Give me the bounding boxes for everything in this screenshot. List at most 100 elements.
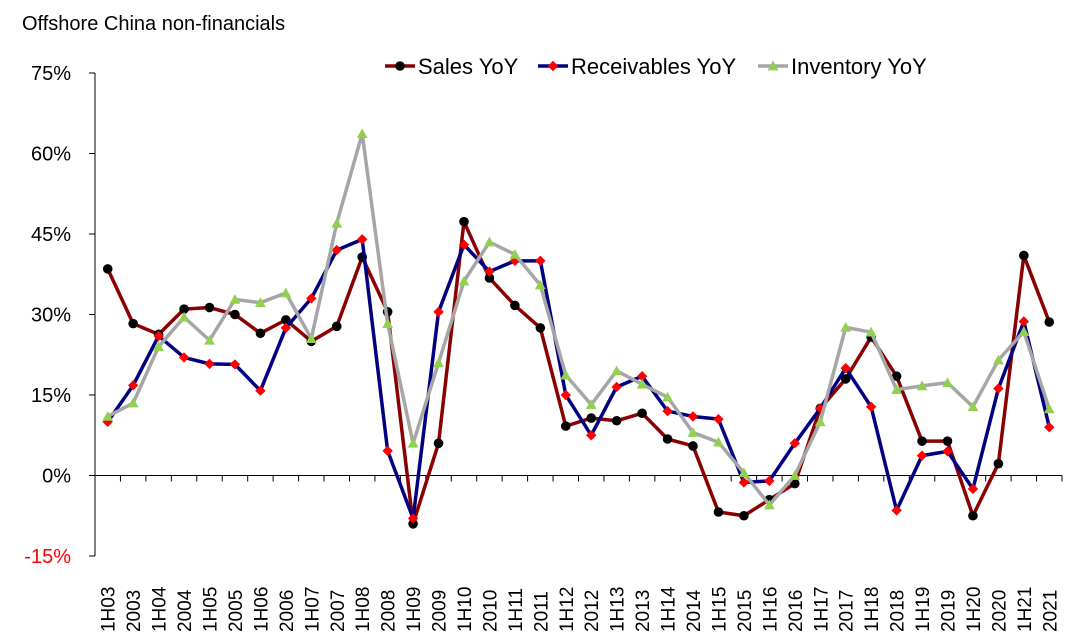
data-point — [764, 475, 775, 487]
data-point — [840, 362, 851, 374]
data-point — [102, 411, 114, 421]
x-tick-label: 1H11 — [506, 588, 527, 632]
legend-label: Sales YoY — [418, 54, 519, 79]
legend-label: Inventory YoY — [791, 54, 927, 79]
data-point — [662, 405, 673, 417]
y-tick-label: 45% — [31, 224, 71, 246]
data-point — [636, 378, 648, 389]
data-point — [891, 371, 902, 382]
data-point — [662, 391, 673, 402]
data-point — [306, 293, 317, 304]
data-point — [942, 446, 953, 457]
legend-marker — [547, 60, 559, 72]
data-point — [763, 499, 775, 510]
data-point — [484, 266, 495, 277]
x-tick-label: 1H12 — [557, 587, 578, 632]
x-tick-label: 2013 — [633, 590, 654, 632]
data-point — [738, 467, 750, 478]
data-point — [458, 275, 470, 286]
data-point — [178, 311, 190, 322]
data-point — [179, 304, 189, 314]
x-tick-label: 2009 — [430, 590, 451, 632]
data-point — [128, 318, 138, 329]
data-point — [102, 264, 113, 274]
x-tick-label: 2021 — [1040, 590, 1061, 632]
data-point — [433, 306, 444, 318]
data-point — [968, 510, 978, 521]
data-point — [535, 323, 546, 333]
data-point — [967, 483, 979, 495]
x-tick-label: 1H03 — [99, 587, 120, 632]
y-tick-label: 30% — [31, 305, 71, 327]
data-point — [942, 377, 953, 387]
data-point — [637, 408, 647, 419]
data-point — [585, 399, 597, 409]
legend: Sales YoY Receivables YoY Inventory YoY — [385, 54, 927, 79]
data-point — [840, 374, 851, 384]
x-tick-label: 1H10 — [455, 587, 476, 632]
data-point — [713, 413, 724, 425]
x-tick-label: 1H18 — [862, 587, 883, 632]
x-tick-label: 1H17 — [811, 587, 832, 632]
data-point — [865, 401, 877, 413]
data-point — [687, 411, 699, 422]
x-tick-label: 1H05 — [201, 587, 222, 632]
x-tick-label: 2007 — [328, 590, 349, 632]
data-point — [281, 315, 291, 325]
data-point — [636, 371, 648, 382]
y-tick-label: 15% — [31, 385, 71, 407]
data-point — [560, 389, 571, 401]
x-tick-label: 1H07 — [302, 587, 323, 632]
legend-label: Receivables YoY — [571, 54, 736, 79]
series-sales-yoy — [102, 216, 1055, 529]
data-point — [255, 297, 266, 308]
legend-item: Sales YoY — [385, 54, 519, 79]
data-point — [865, 326, 877, 337]
data-point — [967, 401, 979, 412]
series-line — [106, 237, 1051, 521]
data-point — [204, 334, 215, 345]
x-tick-label: 2004 — [175, 589, 196, 632]
data-point — [840, 321, 852, 332]
data-point — [1043, 403, 1055, 414]
legend-marker — [395, 61, 405, 71]
chart-title: Offshore China non-financials — [22, 13, 285, 35]
data-point — [407, 437, 419, 448]
data-point — [484, 236, 495, 247]
data-point — [611, 381, 622, 393]
data-point — [739, 510, 749, 521]
data-point — [433, 438, 444, 449]
data-point — [153, 330, 164, 342]
x-tick-label: 2015 — [735, 590, 756, 632]
x-tick-label: 2011 — [531, 591, 552, 632]
data-point — [916, 380, 928, 391]
data-point — [382, 318, 394, 328]
x-tick-label: 2017 — [837, 590, 858, 632]
y-tick-label: 75% — [31, 63, 71, 85]
data-point — [713, 436, 724, 447]
data-point — [688, 441, 698, 451]
data-point — [993, 458, 1004, 469]
x-tick-label: 2016 — [786, 590, 807, 632]
series-inventory-yoy — [102, 128, 1055, 510]
x-tick-label: 1H15 — [709, 587, 730, 632]
data-point — [534, 279, 546, 290]
data-point — [408, 519, 418, 529]
data-point — [331, 244, 342, 256]
data-point — [891, 384, 902, 394]
x-tick-label: 1H19 — [913, 587, 934, 632]
x-tick-label: 1H16 — [760, 587, 781, 632]
data-point — [535, 255, 546, 267]
data-point — [458, 239, 470, 250]
data-point — [942, 436, 953, 446]
data-point — [229, 359, 241, 370]
data-point — [280, 322, 292, 334]
data-point — [1018, 326, 1030, 336]
x-tick-label: 2003 — [124, 590, 145, 632]
data-point — [331, 321, 342, 332]
data-point — [127, 380, 139, 391]
data-point — [611, 365, 623, 376]
data-point — [510, 300, 520, 311]
data-point — [305, 333, 317, 343]
